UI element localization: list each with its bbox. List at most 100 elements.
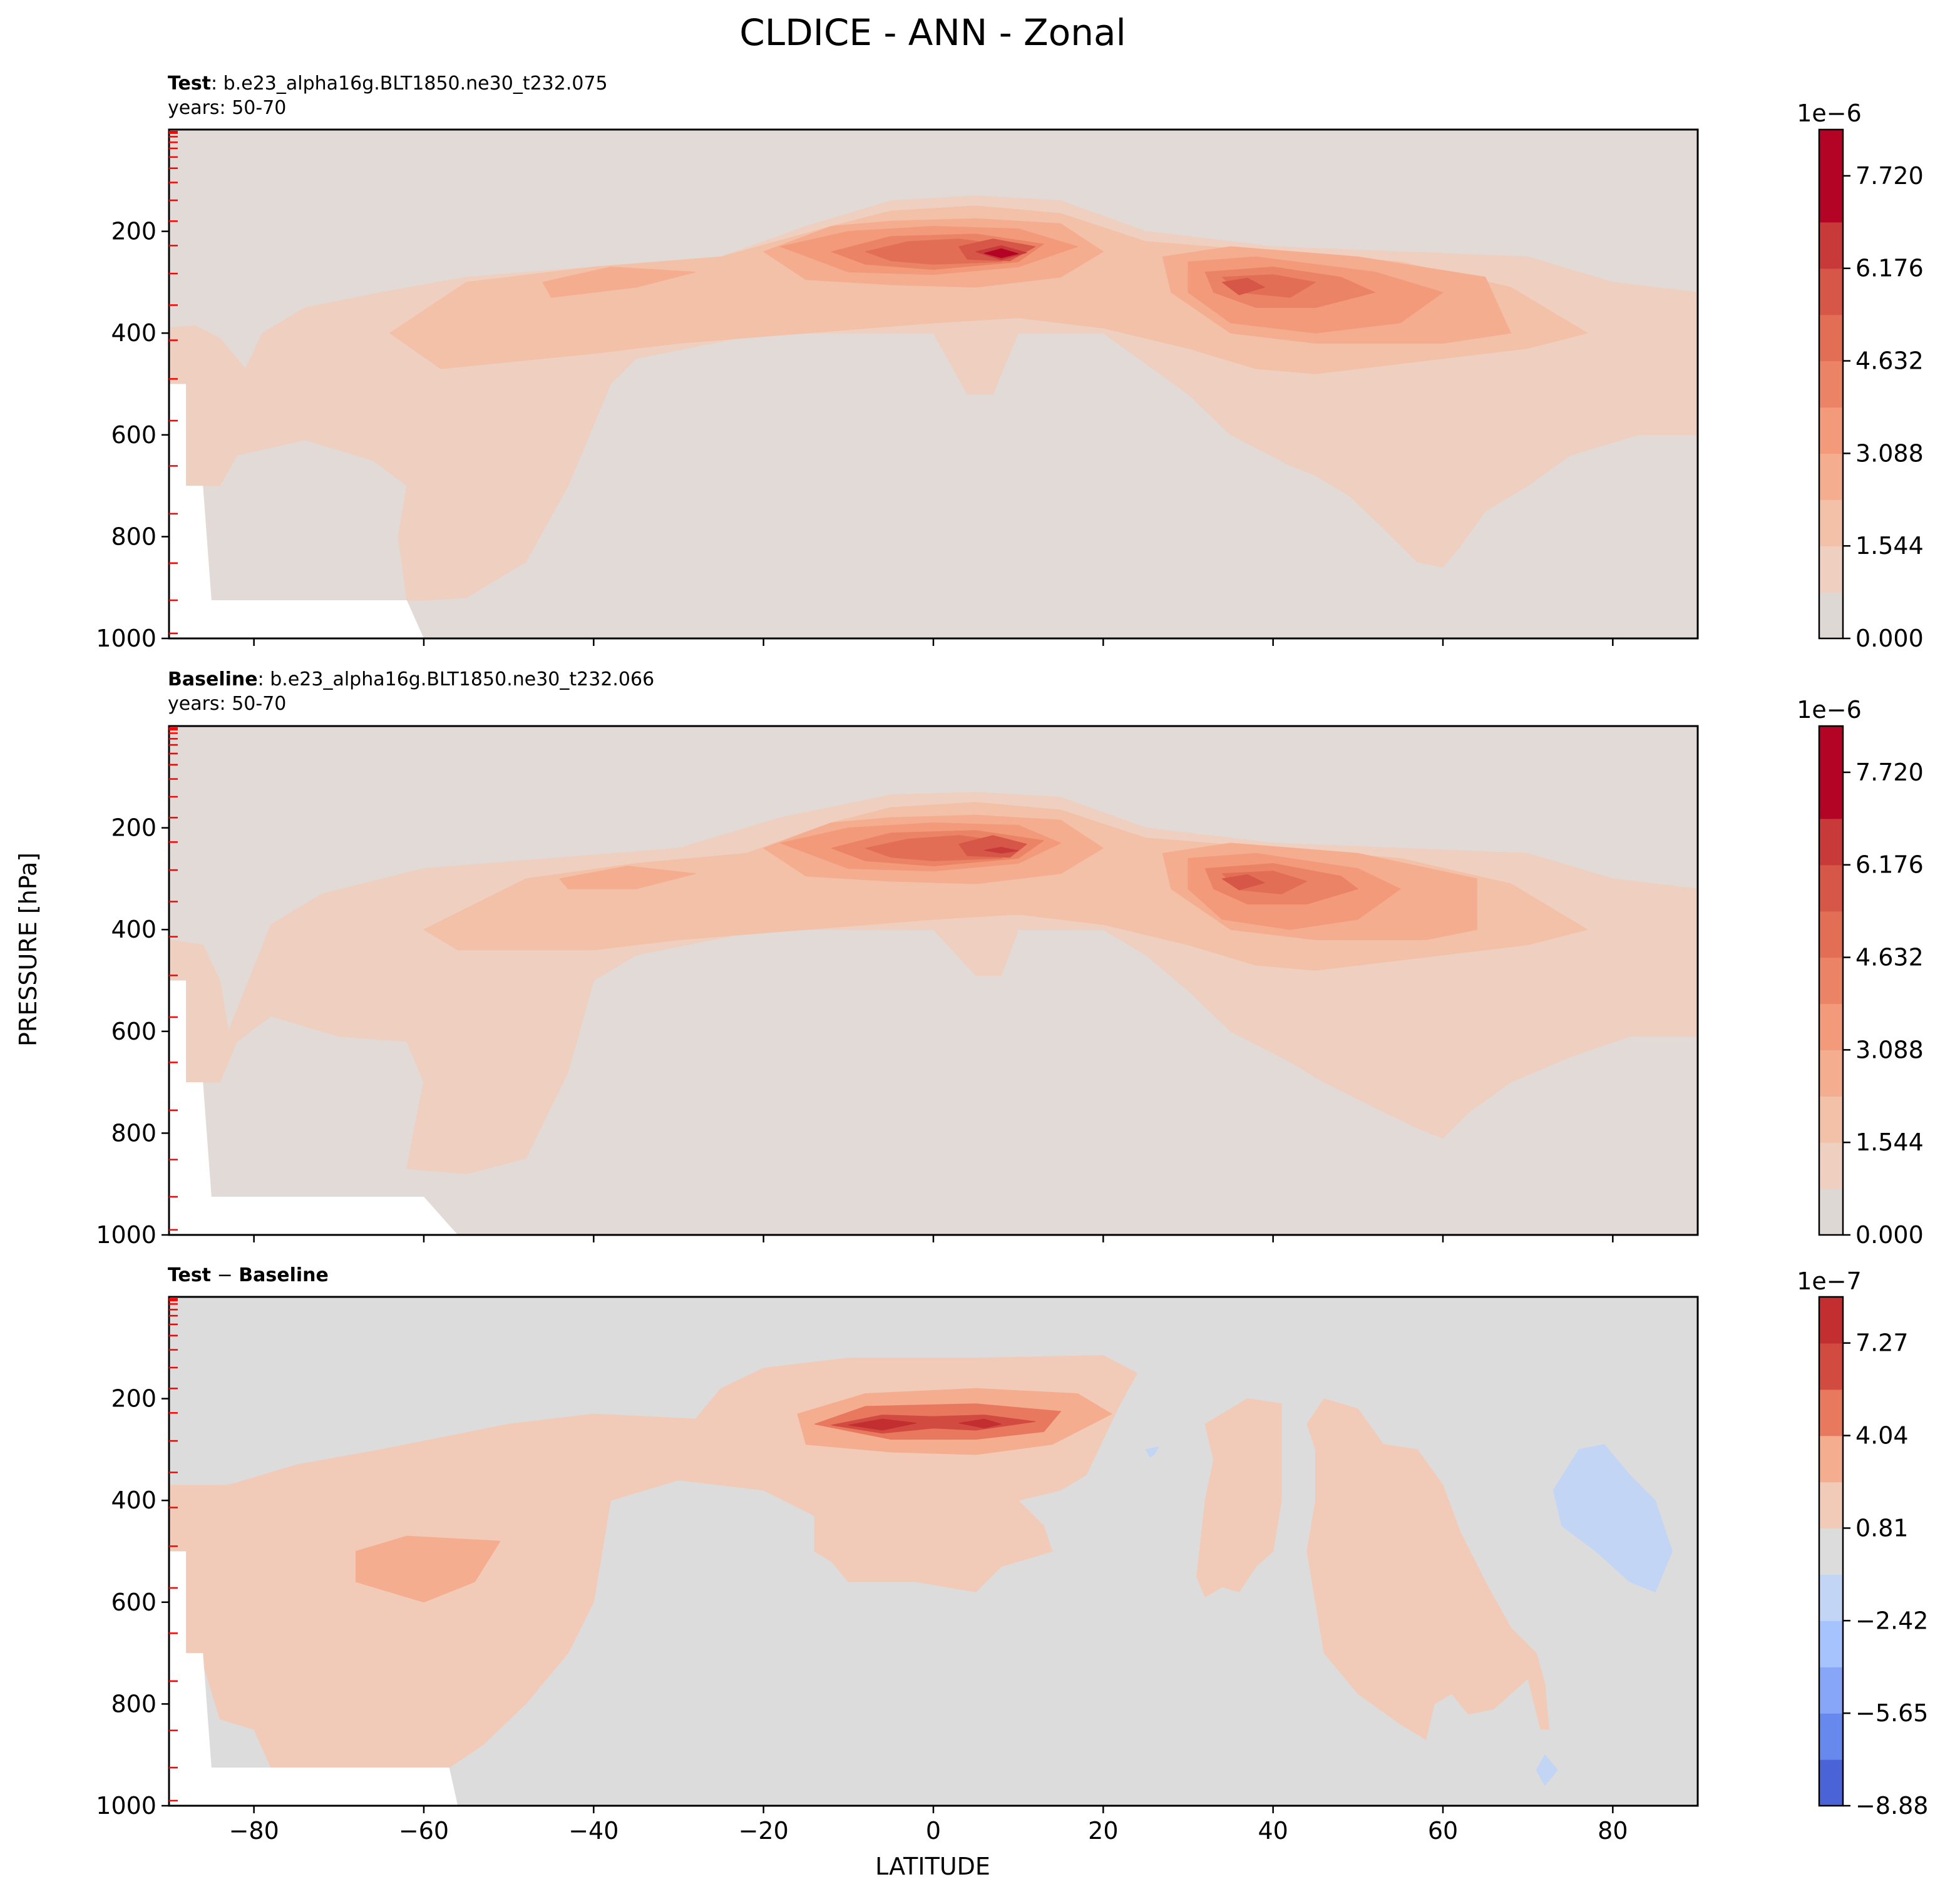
- contour-region-level-10: [848, 1418, 917, 1431]
- y-tick-label: 200: [111, 218, 156, 245]
- panel-baseline: Baseline: b.e23_alpha16g.BLT1850.ne30_t2…: [96, 668, 1924, 1249]
- colorbar-tick-label: 7.720: [1855, 162, 1924, 190]
- x-tick-label: 60: [1428, 1817, 1458, 1845]
- colorbar-frame: [1818, 1296, 1844, 1807]
- y-axis-label: PRESSURE [hPa]: [14, 852, 42, 1047]
- x-tick-label: −80: [229, 1817, 279, 1845]
- panel-test-plot: [169, 130, 1698, 638]
- colorbar-segment: [1819, 818, 1843, 866]
- colorbar-segment: [1819, 314, 1843, 362]
- y-tick-label: 800: [111, 1119, 156, 1147]
- y-tick-label: 1000: [96, 1792, 156, 1820]
- y-tick-label: 200: [111, 814, 156, 842]
- colorbar-segment: [1819, 1759, 1843, 1806]
- panel-test-colorbar-exponent: 1e−6: [1797, 100, 1862, 127]
- panel-baseline-level-ticks: [169, 727, 178, 1231]
- panel-test-colorbar: 1e−6 0.000 1.544 3.088 4.632 6.176 7.720: [1797, 100, 1924, 652]
- colorbar-segment: [1819, 130, 1843, 177]
- contour-region-level-8: [983, 847, 1019, 854]
- colorbar-segment: [1819, 726, 1843, 773]
- colorbar-segment: [1819, 361, 1843, 408]
- y-tick-label: 400: [111, 916, 156, 943]
- panel-baseline-x-axis: [253, 1235, 1614, 1242]
- panel-baseline-colorbar: 1e−6 0.000 1.544 3.088 4.632 6.176 7.720: [1797, 696, 1924, 1249]
- colorbar-segment: [1819, 1528, 1843, 1575]
- masked-surface-region: [169, 980, 458, 1235]
- colorbar-segment: [1819, 1343, 1843, 1390]
- colorbar-segment: [1819, 1096, 1843, 1143]
- x-tick-label: 0: [926, 1817, 941, 1845]
- panel-test-subtitle: Test: b.e23_alpha16g.BLT1850.ne30_t232.0…: [168, 73, 608, 95]
- y-tick-label: 400: [111, 1487, 156, 1514]
- colorbar-segment: [1819, 1620, 1843, 1667]
- colorbar-segment: [1819, 453, 1843, 500]
- x-tick-label: 20: [1088, 1817, 1118, 1845]
- contour-region-level-7: [1221, 277, 1265, 295]
- colorbar-segment: [1819, 1482, 1843, 1529]
- colorbar-segment: [1819, 222, 1843, 269]
- y-tick-label: 600: [111, 421, 156, 449]
- colorbar-tick-label: 3.088: [1855, 1036, 1924, 1063]
- colorbar-segment: [1819, 1297, 1843, 1344]
- x-tick-label: −20: [739, 1817, 789, 1845]
- colorbar-segment: [1819, 772, 1843, 819]
- figure-title: CLDICE - ANN - Zonal: [739, 11, 1126, 54]
- y-tick-label: 600: [111, 1018, 156, 1045]
- panel-difference-subtitle: Test − Baseline: [168, 1264, 329, 1286]
- x-tick-label: 40: [1258, 1817, 1288, 1845]
- colorbar-segment: [1819, 1189, 1843, 1236]
- colorbar-tick-label: 7.27: [1855, 1329, 1909, 1357]
- contour-region-level-9: [983, 248, 1019, 258]
- colorbar-segment: [1819, 1574, 1843, 1621]
- panel-test-level-ticks: [169, 131, 178, 635]
- contour-region-level-4: [1536, 1754, 1558, 1786]
- y-tick-label: 200: [111, 1385, 156, 1413]
- panel-difference-colorbar: 1e−7 −8.88 −5.65 −2.42 0.81 4.04 7.27: [1797, 1267, 1928, 1820]
- colorbar-segment: [1819, 957, 1843, 1005]
- colorbar-segment: [1819, 546, 1843, 593]
- colorbar-tick-label: 3.088: [1855, 439, 1924, 467]
- x-tick-label: −60: [399, 1817, 449, 1845]
- contour-region-level-6: [1306, 1398, 1550, 1740]
- panel-baseline-plot: [169, 726, 1698, 1235]
- colorbar-segment: [1819, 1003, 1843, 1050]
- x-tick-label: −40: [568, 1817, 618, 1845]
- y-tick-label: 1000: [96, 1221, 156, 1249]
- panel-difference-level-ticks: [169, 1298, 178, 1802]
- panel-test-years: years: 50-70: [168, 97, 286, 119]
- y-tick-label: 600: [111, 1589, 156, 1616]
- colorbar-segment: [1819, 1667, 1843, 1714]
- panel-difference-x-axis: −80 −60 −40 −20 0 20 40 60 80: [229, 1806, 1628, 1845]
- panel-test: Test: b.e23_alpha16g.BLT1850.ne30_t232.0…: [96, 73, 1924, 652]
- colorbar-tick-label: 4.632: [1855, 347, 1924, 375]
- colorbar-tick-label: 4.04: [1855, 1422, 1909, 1450]
- y-tick-label: 800: [111, 523, 156, 550]
- colorbar-frame: [1818, 725, 1844, 1236]
- y-tick-label: 800: [111, 1690, 156, 1717]
- contour-region-level-10: [958, 1418, 1002, 1429]
- colorbar-segment: [1819, 175, 1843, 223]
- colorbar-tick-label: 6.176: [1855, 255, 1924, 282]
- contour-region-level-6: [1196, 1398, 1282, 1598]
- masked-surface-region: [169, 1551, 458, 1806]
- colorbar-tick-label: 4.632: [1855, 944, 1924, 971]
- colorbar-segment: [1819, 1435, 1843, 1483]
- panel-baseline-colorbar-exponent: 1e−6: [1797, 696, 1862, 724]
- colorbar-segment: [1819, 499, 1843, 546]
- colorbar-tick-label: 7.720: [1855, 759, 1924, 786]
- panel-difference-label-op: −: [211, 1264, 239, 1286]
- contour-region-level-4: [1145, 1446, 1159, 1458]
- colorbar-segment: [1819, 911, 1843, 958]
- panel-baseline-subtitle: Baseline: b.e23_alpha16g.BLT1850.ne30_t2…: [168, 668, 654, 690]
- panel-baseline-label-text: : b.e23_alpha16g.BLT1850.ne30_t232.066: [258, 668, 655, 690]
- colorbar-segment: [1819, 1389, 1843, 1436]
- colorbar-tick-label: 6.176: [1855, 851, 1924, 879]
- panel-difference-y-axis: 200 400 600 800 1000: [96, 1385, 169, 1820]
- x-tick-label: 80: [1598, 1817, 1628, 1845]
- panel-test-x-axis: [253, 638, 1614, 646]
- colorbar-frame: [1818, 128, 1844, 640]
- x-axis-label: LATITUDE: [875, 1853, 990, 1880]
- colorbar-tick-label: −2.42: [1855, 1607, 1928, 1634]
